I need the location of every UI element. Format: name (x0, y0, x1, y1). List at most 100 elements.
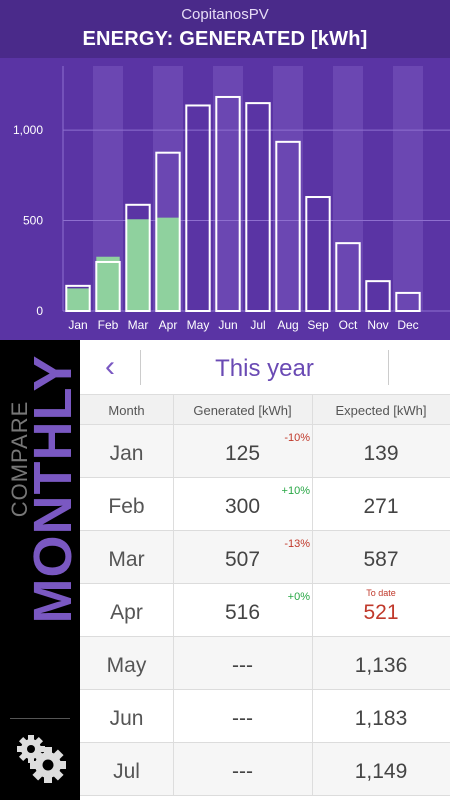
bar-generated (66, 288, 90, 311)
table-row[interactable]: Feb 300 +10% 271 (80, 478, 450, 531)
cell-month: Jan (109, 442, 144, 465)
monthly-label[interactable]: MONTHLY (23, 354, 83, 624)
cell-generated: --- (232, 707, 253, 730)
column-divider (173, 478, 174, 530)
energy-chart: 0 500 1,000 Jan Feb Mar Apr May Jun Jul Aug Sep Oct N… (0, 58, 450, 340)
x-tick-label: Jan (68, 318, 87, 332)
period-bar: ‹ This year (80, 340, 450, 395)
period-separator (140, 350, 141, 385)
column-divider (173, 531, 174, 583)
column-divider (173, 690, 174, 742)
x-tick-label: Feb (98, 318, 119, 332)
column-divider (312, 531, 313, 583)
bar-expected (125, 203, 151, 312)
column-divider (173, 743, 174, 795)
x-tick-label: Apr (159, 318, 178, 332)
gear-icon (17, 735, 66, 783)
column-divider (173, 637, 174, 689)
cell-generated: 507 (224, 548, 261, 571)
x-tick-label: Aug (277, 318, 298, 332)
cell-expected: 587 (363, 548, 399, 571)
app-name: CopitanosPV (181, 6, 269, 23)
cell-expected: 1,149 (354, 760, 408, 783)
bar-expected (65, 284, 91, 313)
chart-svg: 0 500 1,000 Jan Feb Mar Apr May Jun Jul Aug Sep Oct N… (13, 66, 450, 332)
column-highlight (213, 66, 243, 311)
cell-expected: 521 (363, 601, 399, 624)
bar-expected (245, 102, 271, 312)
cell-month: May (106, 654, 147, 677)
bar-expected (365, 280, 391, 312)
column-highlight (393, 66, 423, 311)
cell-generated: 300 (224, 495, 261, 518)
bar-generated (96, 256, 120, 311)
header: CopitanosPV ENERGY: GENERATED [kWh] (0, 0, 450, 58)
bar-expected (215, 95, 241, 312)
header-generated: Generated [kWh] (193, 403, 292, 418)
bar-generated (156, 217, 180, 311)
column-divider (312, 425, 313, 477)
table-header: Month Generated [kWh] Expected [kWh] (80, 395, 450, 425)
cell-month: Jun (109, 707, 144, 730)
x-tick-label: Mar (128, 318, 149, 332)
x-tick-label: Jul (250, 318, 265, 332)
y-tick-label: 0 (36, 304, 43, 318)
column-divider (312, 478, 313, 530)
table-row[interactable]: Jan 125 -10% 139 (80, 425, 450, 478)
header-expected: Expected [kWh] (335, 403, 427, 418)
column-divider (312, 584, 313, 636)
column-highlight (333, 66, 363, 311)
column-divider (173, 425, 174, 477)
cell-generated: 125 (224, 442, 261, 465)
column-divider (312, 637, 313, 689)
x-tick-label: May (187, 318, 210, 332)
cell-expected: 1,183 (354, 707, 408, 730)
cell-month: Feb (108, 495, 145, 518)
header-month: Month (108, 403, 145, 418)
bar-expected (275, 140, 301, 312)
cell-expected: 1,136 (354, 654, 408, 677)
cell-difference: +10% (281, 485, 310, 497)
settings-button[interactable] (14, 730, 68, 784)
cell-month: Apr (110, 601, 143, 624)
cell-generated: 516 (224, 601, 261, 624)
period-label: This year (215, 355, 314, 382)
cell-month: Jul (113, 760, 140, 783)
bar-expected (155, 151, 181, 312)
table-row[interactable]: Apr 516 +0% To date 521 (80, 584, 450, 637)
table-row[interactable]: Mar 507 -13% 587 (80, 531, 450, 584)
cell-month: Mar (108, 548, 145, 571)
cell-expected: 139 (363, 442, 399, 465)
bar-expected (395, 291, 421, 313)
sidebar: COMPARE MONTHLY (0, 340, 83, 800)
column-highlight (273, 66, 303, 311)
table-row[interactable]: Jun --- 1,183 (80, 690, 450, 743)
cell-difference: -13% (284, 538, 310, 550)
prev-period-button[interactable]: ‹ (80, 340, 140, 395)
table-row[interactable]: May --- 1,136 (80, 637, 450, 690)
x-tick-label: Sep (307, 318, 329, 332)
screen-title: ENERGY: GENERATED [kWh] (82, 28, 368, 50)
bar-generated (126, 219, 150, 311)
bar-expected (335, 242, 361, 312)
column-divider (312, 690, 313, 742)
x-tick-label: Oct (339, 318, 358, 332)
column-divider (173, 584, 174, 636)
period-separator (388, 350, 389, 385)
cell-expected: 271 (363, 495, 399, 518)
x-tick-label: Dec (397, 318, 418, 332)
y-tick-label: 1,000 (13, 123, 43, 137)
bar-expected (305, 196, 331, 312)
main-panel: ‹ This year Month Generated [kWh] Expect… (80, 340, 450, 800)
bar-expected (95, 260, 121, 313)
cell-generated: --- (232, 654, 253, 677)
sidebar-divider (10, 718, 70, 719)
cell-note: To date (366, 588, 396, 598)
table-row[interactable]: Jul --- 1,149 (80, 743, 450, 796)
cell-difference: -10% (284, 432, 310, 444)
chevron-left-icon: ‹ (105, 350, 115, 383)
y-tick-label: 500 (23, 214, 43, 228)
column-divider (173, 395, 174, 424)
cell-generated: --- (232, 760, 253, 783)
column-divider (312, 395, 313, 424)
